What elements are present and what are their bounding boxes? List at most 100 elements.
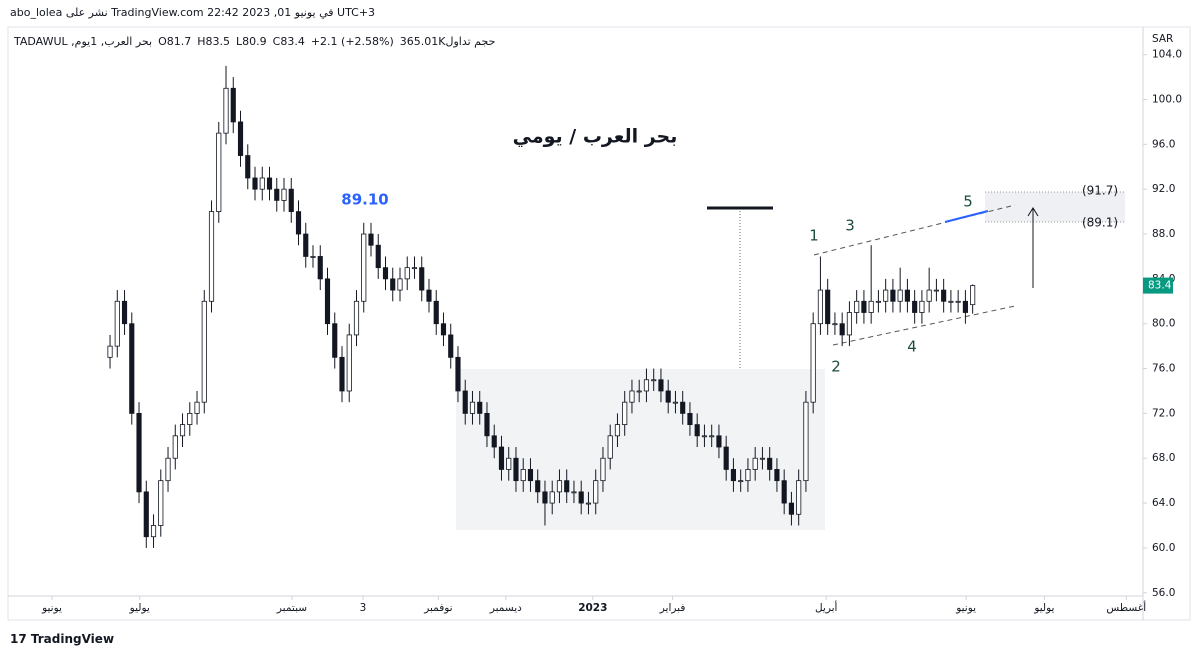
legend-item: +2.1 (+2.58%)	[310, 35, 394, 48]
y-tick-label: 96.0	[1152, 138, 1175, 150]
candle-body	[701, 435, 708, 438]
candle-body	[339, 356, 345, 392]
channel-lower	[832, 305, 1016, 346]
candle-body	[426, 289, 432, 302]
candle-body	[208, 211, 215, 302]
candle-body	[578, 491, 584, 504]
candle-body	[469, 401, 476, 414]
candle-body	[397, 278, 403, 291]
candle-body	[593, 480, 599, 504]
candle-body	[607, 435, 613, 459]
chart-frame	[7, 26, 1191, 621]
candle-body	[680, 401, 686, 414]
candle-body	[346, 334, 352, 392]
wave-5-line	[944, 210, 989, 223]
candle-body	[158, 480, 164, 526]
candle-body	[629, 390, 635, 403]
y-tick-label: 60.0	[1152, 542, 1175, 554]
legend-item: L80.9	[236, 35, 267, 48]
candle-body	[919, 300, 925, 313]
candle-body	[448, 334, 454, 358]
candle-body	[658, 379, 664, 392]
chart-title: بحر العرب / يومي	[513, 126, 678, 148]
candle-body	[535, 480, 541, 493]
annotation: (91.7)	[1082, 184, 1118, 198]
candle-body	[933, 289, 939, 292]
candle-body	[854, 300, 860, 313]
candle-body	[165, 457, 171, 482]
candle-body	[114, 300, 120, 347]
candle-body	[419, 267, 425, 291]
candle-body	[759, 457, 766, 460]
candle-body	[897, 289, 903, 302]
candle-body	[542, 491, 548, 504]
candle-body	[636, 390, 642, 393]
x-tick-label: أبريل	[815, 600, 838, 614]
candle-body	[230, 87, 236, 123]
candle-body	[491, 435, 497, 448]
candle-body	[767, 457, 773, 470]
publish-header: abo_lolea نشر على TradingView.com في يون…	[10, 6, 376, 19]
candle-body	[571, 491, 577, 494]
candle-body	[506, 457, 512, 470]
annotation: 4	[907, 338, 917, 356]
candle-body	[716, 435, 722, 448]
candle-body	[150, 525, 157, 538]
candle-body	[295, 211, 302, 235]
candle-body	[796, 480, 802, 515]
candle-body	[585, 502, 592, 505]
annotation: 1	[809, 227, 819, 245]
candle-body	[672, 401, 679, 404]
candle-body	[107, 345, 113, 358]
candle-body	[810, 323, 816, 403]
candle-body	[310, 256, 316, 258]
candle-body	[172, 435, 178, 459]
candle-body	[462, 390, 468, 414]
candle-body	[651, 379, 657, 382]
candle-body	[324, 278, 331, 325]
candle-body	[730, 469, 737, 482]
y-tick-label: 104.0	[1152, 49, 1182, 61]
candle-body	[752, 457, 758, 470]
last-price-tag	[1143, 277, 1173, 294]
candle-body	[868, 300, 874, 313]
x-tick-label: يوليو	[129, 602, 150, 614]
x-tick-label: أغسطس	[1106, 600, 1146, 614]
y-tick-label: 64.0	[1152, 497, 1175, 509]
candle-body	[143, 491, 149, 538]
annotation: 3	[845, 217, 855, 235]
last-price-label: 83.4	[1148, 280, 1172, 292]
candle-body	[962, 300, 968, 313]
candle-body	[788, 502, 795, 515]
legend-item: حجم تداول365.01K	[399, 35, 496, 48]
x-tick-label: فبراير	[659, 602, 686, 614]
candle-body	[477, 401, 483, 414]
candle-body	[252, 177, 258, 190]
candle-body	[912, 300, 918, 313]
candle-body	[237, 121, 244, 156]
candle-body	[781, 480, 787, 504]
candle-body	[745, 469, 751, 482]
candle-body	[194, 401, 200, 414]
legend-item: C83.4	[272, 35, 305, 48]
candle-body	[564, 480, 570, 493]
legend-item: H83.5	[197, 35, 231, 48]
candle-body	[317, 256, 323, 280]
y-tick-label: 100.0	[1152, 94, 1182, 106]
candle-body	[404, 267, 410, 280]
x-tick-label: يوليو	[1033, 602, 1054, 614]
candle-body	[890, 289, 896, 302]
candle-body	[245, 155, 251, 179]
candle-body	[274, 188, 280, 201]
candle-body	[303, 233, 309, 257]
x-tick-label: ديسمبر	[489, 602, 522, 614]
candle-body	[187, 412, 193, 426]
annotation: 2	[831, 358, 841, 376]
candle-body	[440, 323, 447, 336]
y-tick-label: 76.0	[1152, 363, 1175, 375]
candle-body	[259, 177, 265, 190]
footer-text: TradingView	[30, 632, 115, 646]
candle-body	[846, 312, 852, 336]
candle-body	[382, 267, 389, 280]
